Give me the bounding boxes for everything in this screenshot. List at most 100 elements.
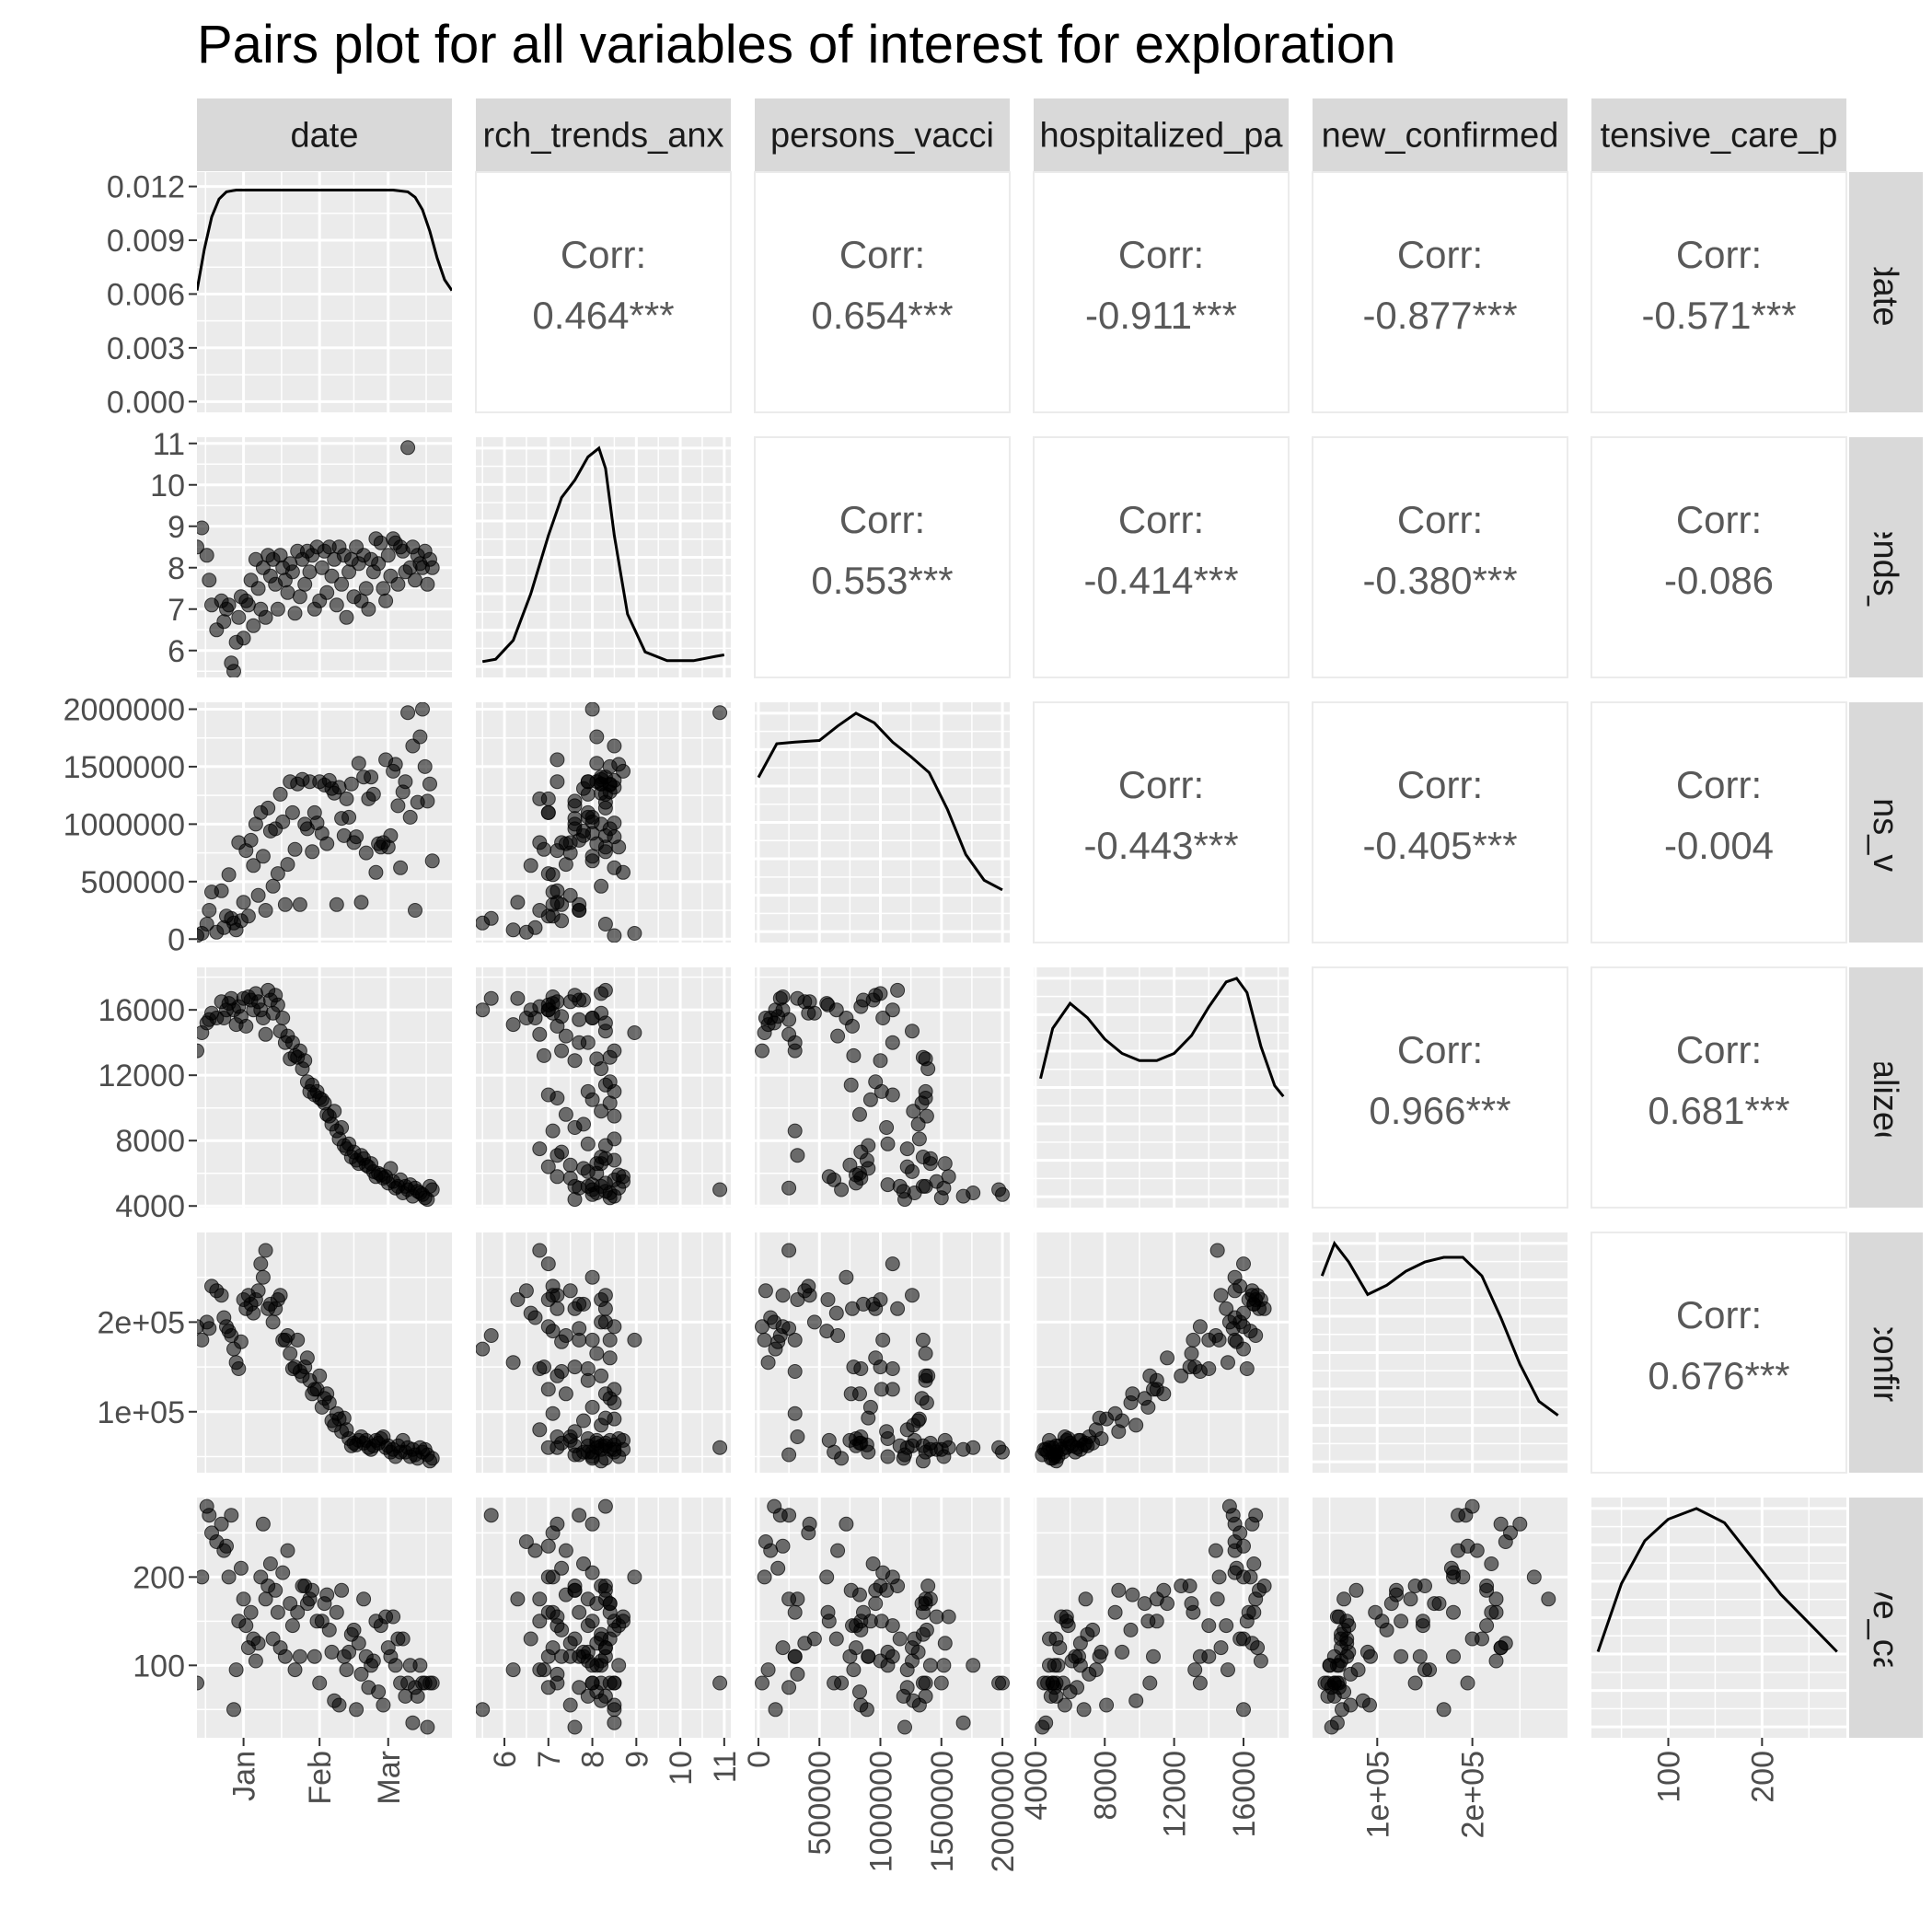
scatter-point bbox=[505, 922, 521, 938]
scatter-point bbox=[1236, 1702, 1251, 1718]
scatter-point bbox=[483, 990, 499, 1006]
scatter-point bbox=[562, 835, 578, 850]
scatter-point bbox=[775, 1288, 791, 1303]
scatter-point bbox=[1232, 1631, 1248, 1647]
scatter-point bbox=[933, 1441, 949, 1457]
strip-right-bg bbox=[1849, 1498, 1923, 1738]
scatter-point bbox=[277, 897, 293, 912]
scatter-point bbox=[922, 1591, 938, 1607]
scatter-point bbox=[365, 1653, 381, 1669]
scatter-point bbox=[331, 1697, 347, 1713]
scatter-point bbox=[839, 1269, 854, 1285]
scatter-point bbox=[558, 1543, 573, 1558]
scatter-point bbox=[919, 1395, 934, 1410]
strip-top-persons_vaccinated: persons_vacci bbox=[755, 98, 1010, 171]
strip-right-bg bbox=[1849, 437, 1923, 677]
x-axis-hospitalized_patients: 4000 8000 12000 16000 bbox=[1019, 1738, 1262, 1838]
scatter-point bbox=[386, 1609, 401, 1625]
scatter-point bbox=[890, 982, 906, 998]
scatter-point bbox=[907, 1432, 922, 1448]
y-tick-label: 8000 bbox=[115, 1124, 185, 1159]
scatter-point bbox=[537, 1047, 551, 1063]
scatter-point bbox=[787, 1043, 803, 1059]
scatter-point bbox=[1248, 1508, 1264, 1523]
strip-right-bg bbox=[1849, 1232, 1923, 1473]
scatter-point bbox=[1209, 1591, 1225, 1607]
panel-new_confirmed-vs-search_trends_anxiety bbox=[476, 1232, 731, 1473]
scatter-point bbox=[1115, 1644, 1130, 1660]
strip-right-label: ch_trends_anx bbox=[1866, 443, 1904, 672]
scatter-point bbox=[199, 548, 214, 563]
scatter-point bbox=[918, 1346, 933, 1361]
scatter-point bbox=[597, 1498, 613, 1514]
scatter-point bbox=[1213, 1288, 1229, 1303]
scatter-point bbox=[246, 1305, 261, 1321]
scatter-point bbox=[597, 982, 613, 998]
scatter-point bbox=[915, 1453, 931, 1469]
scatter-point bbox=[589, 756, 605, 771]
scatter-point bbox=[1182, 1359, 1197, 1375]
scatter-point bbox=[287, 606, 303, 621]
scatter-point bbox=[1208, 1543, 1223, 1558]
scatter-point bbox=[597, 839, 613, 855]
scatter-point bbox=[537, 841, 551, 857]
panel-intensive_care_patients-vs-date bbox=[197, 1498, 452, 1738]
strip-top-label: date bbox=[291, 117, 359, 156]
scatter-point bbox=[616, 1609, 631, 1625]
strip-top-label: new_confirmed bbox=[1322, 117, 1559, 156]
y-axis-intensive_care_patients: 100 200 bbox=[133, 1560, 197, 1683]
scatter-point bbox=[607, 928, 622, 943]
y-tick-label: 2e+05 bbox=[98, 1305, 186, 1340]
scatter-point bbox=[830, 1543, 846, 1558]
scatter-point bbox=[861, 1649, 876, 1664]
scatter-point bbox=[589, 1658, 605, 1673]
scatter-point bbox=[540, 1649, 556, 1664]
strip-top-new_confirmed: new_confirmed bbox=[1313, 98, 1568, 171]
scatter-point bbox=[550, 1368, 565, 1383]
strip-right-bg bbox=[1849, 172, 1923, 412]
scatter-point bbox=[915, 1178, 931, 1194]
x-axis-new_confirmed: 1e+05 2e+05 bbox=[1360, 1738, 1491, 1839]
scatter-point bbox=[781, 1447, 797, 1463]
scatter-point bbox=[1368, 1604, 1383, 1620]
scatter-point bbox=[772, 1508, 788, 1523]
scatter-point bbox=[424, 1182, 440, 1197]
scatter-point bbox=[572, 1508, 587, 1523]
scatter-point bbox=[412, 729, 428, 745]
scatter-point bbox=[287, 841, 303, 857]
scatter-point bbox=[302, 564, 318, 580]
scatter-point bbox=[879, 1120, 895, 1135]
scatter-point bbox=[567, 1447, 583, 1463]
scatter-point bbox=[554, 1560, 570, 1576]
scatter-point bbox=[371, 1684, 387, 1700]
scatter-point bbox=[602, 758, 618, 774]
scatter-point bbox=[346, 1622, 362, 1637]
strip-top-bg bbox=[1313, 98, 1568, 171]
scatter-point bbox=[849, 1175, 863, 1191]
scatter-point bbox=[398, 774, 413, 790]
scatter-point bbox=[376, 1697, 391, 1713]
scatter-point bbox=[995, 1675, 1010, 1691]
panel-bg bbox=[1313, 1498, 1568, 1738]
y-axis-hospitalized_patients: 4000 8000 12000 16000 bbox=[98, 993, 197, 1224]
scatter-point bbox=[839, 1011, 854, 1025]
scatter-point bbox=[554, 1622, 570, 1637]
scatter-point bbox=[540, 1256, 556, 1272]
scatter-point bbox=[1186, 1604, 1201, 1620]
scatter-point bbox=[540, 1569, 556, 1585]
scatter-point bbox=[843, 1077, 859, 1093]
scatter-point bbox=[1035, 1719, 1050, 1735]
scatter-point bbox=[1488, 1653, 1504, 1669]
scatter-point bbox=[712, 1440, 728, 1455]
scatter-point bbox=[1336, 1591, 1352, 1607]
x-axis-search_trends_anxiety: 6 7 8 9 10 11 bbox=[488, 1738, 743, 1786]
scatter-point bbox=[597, 1410, 613, 1426]
corr-value: 0.553*** bbox=[811, 559, 953, 602]
scatter-point bbox=[1451, 1508, 1466, 1523]
scatter-point bbox=[597, 1591, 613, 1607]
scatter-point bbox=[343, 776, 359, 792]
scatter-point bbox=[214, 1288, 229, 1303]
scatter-point bbox=[572, 1012, 587, 1027]
strip-top-label: persons_vacci bbox=[770, 117, 994, 156]
scatter-point bbox=[1417, 1579, 1432, 1593]
